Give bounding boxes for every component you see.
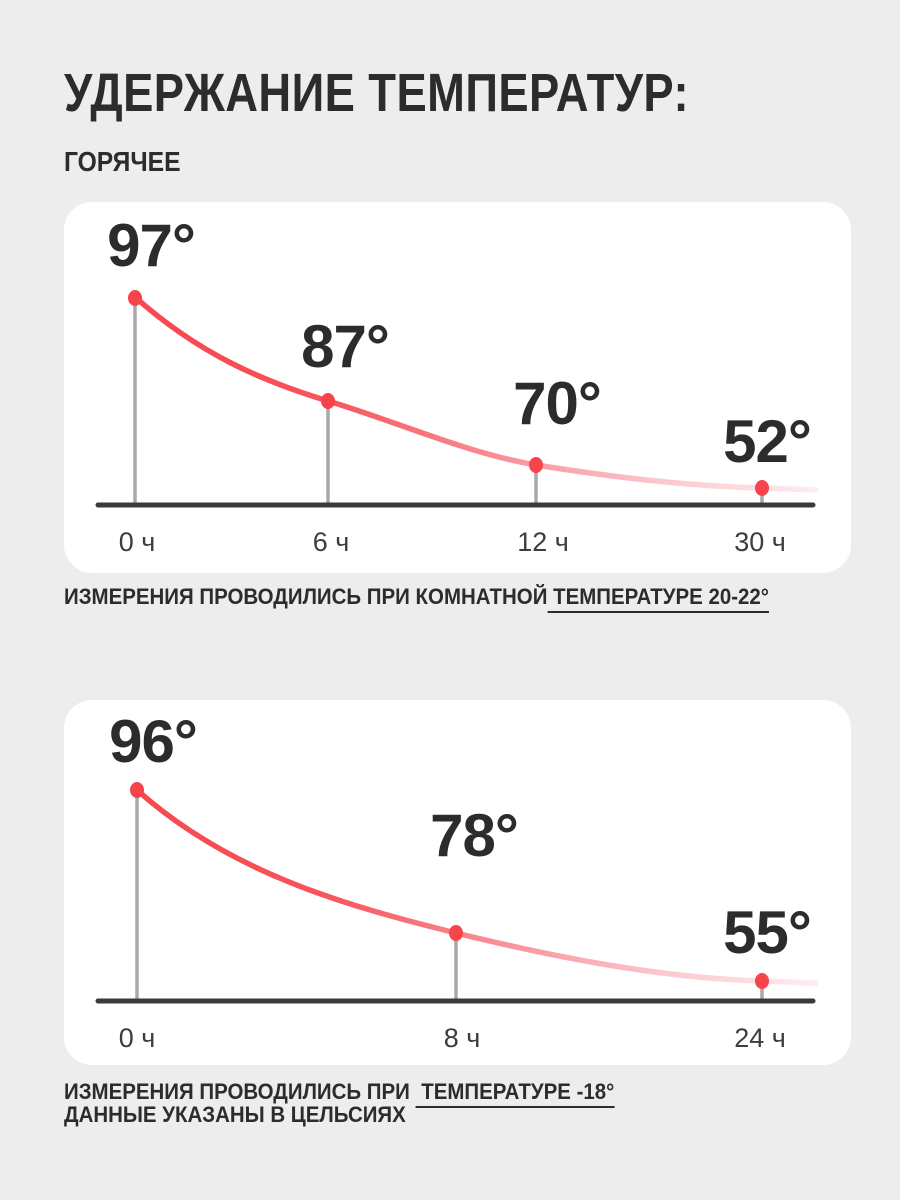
note-text: ИЗМЕРЕНИЯ ПРОВОДИЛИСЬ ПРИ КОМНАТНОЙ xyxy=(64,584,548,609)
measurement-note-hot: ИЗМЕРЕНИЯ ПРОВОДИЛИСЬ ПРИ КОМНАТНОЙ ТЕМП… xyxy=(64,584,822,613)
line-chart-cold xyxy=(95,782,819,1004)
data-point-label: 87° xyxy=(301,313,390,380)
data-point-dot xyxy=(130,782,144,798)
data-point-label: 55° xyxy=(723,899,812,966)
data-point-label: 97° xyxy=(107,212,196,279)
note-text-line2: ДАННЫЕ УКАЗАНЫ В ЦЕЛЬСИЯХ xyxy=(64,1102,406,1127)
x-tick-label: 12 ч xyxy=(517,527,569,557)
chart-card-cold: 96° 78° 55° 0 ч 8 ч 24 ч xyxy=(64,700,851,1065)
x-tick-label: 6 ч xyxy=(312,527,350,557)
data-point-label: 52° xyxy=(723,408,812,475)
data-point-dot xyxy=(755,973,769,989)
data-point-label: 78° xyxy=(430,802,519,869)
page-subtitle: ГОРЯЧЕЕ xyxy=(64,148,196,176)
data-point-label: 70° xyxy=(513,370,602,437)
measurement-note-cold: ИЗМЕРЕНИЯ ПРОВОДИЛИСЬ ПРИ ТЕМПЕРАТУРЕ -1… xyxy=(64,1079,656,1127)
chart-card-hot: 97° 87° 70° 52° 0 ч 6 ч 12 ч 30 ч xyxy=(64,202,851,573)
data-point-label: 96° xyxy=(109,708,198,775)
data-point-dot xyxy=(321,393,335,409)
note-text: ИЗМЕРЕНИЯ ПРОВОДИЛИСЬ ПРИ xyxy=(64,1079,416,1104)
page-subtitle-text: ГОРЯЧЕЕ xyxy=(64,146,181,177)
note-underlined-text: ТЕМПЕРАТУРЕ -18° xyxy=(415,1079,615,1108)
decay-curve xyxy=(132,294,819,493)
x-tick-label: 30 ч xyxy=(734,527,786,557)
note-underlined-text: ТЕМПЕРАТУРЕ 20-22° xyxy=(547,584,769,613)
page-title-text: УДЕРЖАНИЕ ТЕМПЕРАТУР: xyxy=(64,63,689,123)
x-tick-label: 0 ч xyxy=(118,1023,156,1053)
data-point-dots xyxy=(130,782,769,989)
point-stems xyxy=(133,298,764,503)
data-point-dot xyxy=(128,290,142,306)
data-point-dot xyxy=(755,480,769,496)
x-tick-label: 0 ч xyxy=(118,527,156,557)
data-point-dot xyxy=(449,925,463,941)
x-tick-label: 8 ч xyxy=(443,1023,481,1053)
data-point-dots xyxy=(128,290,769,496)
page-title: УДЕРЖАНИЕ ТЕМПЕРАТУР: xyxy=(64,66,808,120)
line-chart-hot xyxy=(95,290,819,508)
x-tick-label: 24 ч xyxy=(734,1023,786,1053)
data-point-dot xyxy=(529,457,543,473)
